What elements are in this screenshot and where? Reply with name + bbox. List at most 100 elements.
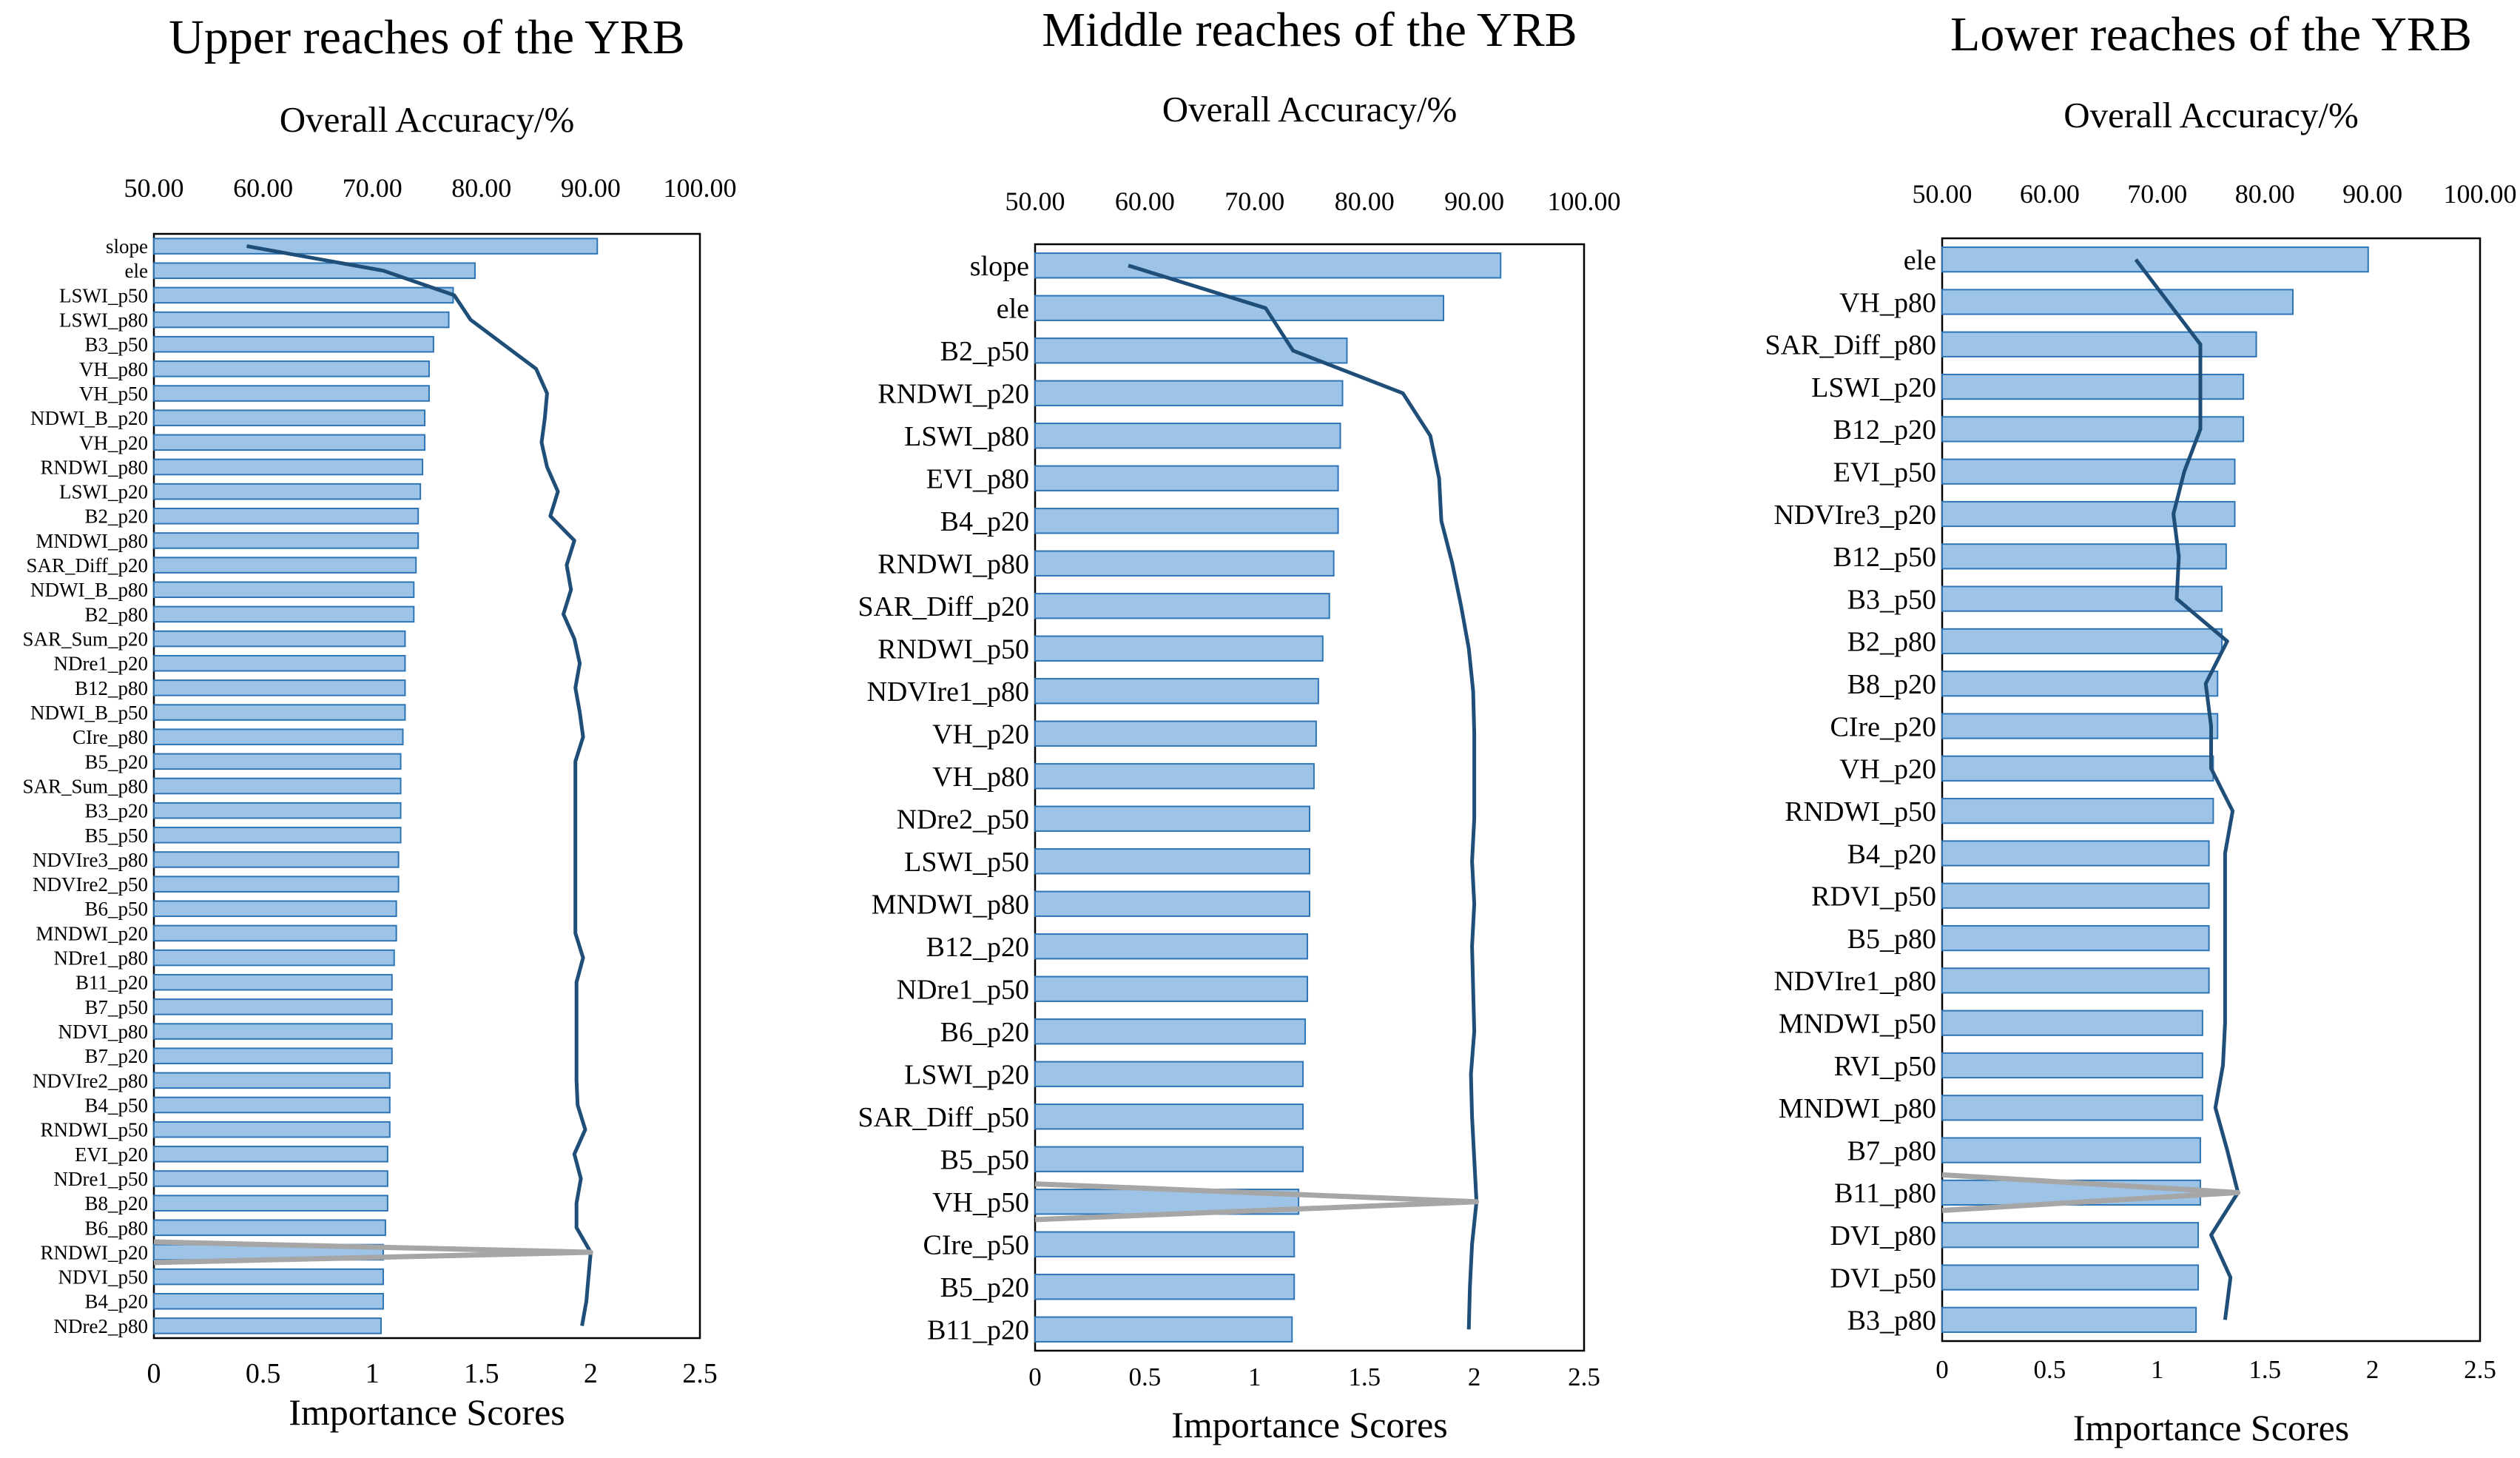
lower-category-label: NDVIre1_p80 bbox=[1773, 966, 1936, 997]
lower-category-label: B12_p50 bbox=[1833, 542, 1936, 573]
upper-category-label: NDre1_p80 bbox=[54, 947, 148, 970]
lower-panel: Lower reaches of the YRB Overall Accuracy… bbox=[1765, 7, 2516, 1448]
lower-bar bbox=[1941, 543, 2227, 570]
middle-bar bbox=[1034, 337, 1348, 364]
upper-category-label: B4_p20 bbox=[84, 1291, 148, 1313]
middle-x-tick-label: 2 bbox=[1468, 1363, 1481, 1391]
lower-bar bbox=[1941, 1306, 2197, 1333]
middle-bar bbox=[1034, 678, 1319, 705]
lower-x-tick-label: 2 bbox=[2366, 1355, 2379, 1384]
lower-category-label: RNDWI_p50 bbox=[1785, 796, 1936, 827]
middle-panel: Middle reaches of the YRB Overall Accurac… bbox=[858, 3, 1620, 1445]
middle-highlight-marker bbox=[1034, 1181, 1480, 1223]
upper-bar bbox=[153, 335, 434, 353]
middle-bar bbox=[1034, 720, 1317, 747]
upper-highlight-marker bbox=[153, 1239, 593, 1266]
middle-bar bbox=[1034, 763, 1315, 790]
middle-x-tick-label: 1 bbox=[1248, 1363, 1261, 1391]
upper-bar bbox=[153, 704, 406, 721]
upper-x-tick-label: 2.5 bbox=[682, 1358, 718, 1389]
upper-category-label: B11_p20 bbox=[75, 972, 148, 994]
upper-bar bbox=[153, 508, 420, 525]
lower-category-label: B3_p80 bbox=[1847, 1306, 1936, 1337]
lower-x-tick-label: 1 bbox=[2151, 1355, 2164, 1384]
middle-bar bbox=[1034, 593, 1330, 619]
upper-category-label: B4_p50 bbox=[84, 1094, 148, 1116]
upper-bar bbox=[153, 458, 424, 476]
lower-category-label: B2_p80 bbox=[1847, 627, 1936, 658]
upper-category-label: SAR_Sum_p20 bbox=[22, 628, 148, 651]
lower-category-label: NDVIre3_p20 bbox=[1773, 500, 1936, 531]
middle-bar bbox=[1034, 933, 1309, 960]
middle-top-tick-label: 90.00 bbox=[1444, 187, 1504, 216]
lower-x-tick-label: 2.5 bbox=[2464, 1355, 2496, 1384]
middle-top-tick-label: 60.00 bbox=[1115, 187, 1175, 216]
upper-category-label: SAR_Diff_p20 bbox=[26, 554, 148, 577]
lower-plot-frame bbox=[1941, 237, 2482, 1343]
lower-top-tick-label: 70.00 bbox=[2127, 179, 2187, 209]
middle-category-label: VH_p50 bbox=[932, 1187, 1029, 1218]
middle-bar bbox=[1034, 1146, 1304, 1172]
upper-bar bbox=[153, 581, 415, 599]
upper-category-label: RNDWI_p80 bbox=[41, 456, 148, 478]
middle-category-label: EVI_p80 bbox=[926, 464, 1029, 495]
lower-category-label: CIre_p20 bbox=[1830, 711, 1936, 742]
upper-category-label: B6_p50 bbox=[84, 898, 148, 920]
upper-top-tick-label: 50.00 bbox=[124, 173, 184, 203]
middle-category-label: B5_p50 bbox=[940, 1145, 1029, 1176]
upper-category-label: SAR_Sum_p80 bbox=[22, 775, 148, 797]
upper-bar bbox=[153, 286, 454, 304]
upper-bar bbox=[153, 973, 393, 991]
lower-category-label: DVI_p80 bbox=[1830, 1220, 1936, 1252]
upper-bar bbox=[153, 753, 402, 770]
upper-top-tick-label: 70.00 bbox=[343, 173, 402, 203]
middle-bar bbox=[1034, 465, 1339, 491]
middle-accuracy-line bbox=[1128, 263, 1479, 1330]
upper-top-tick-label: 80.00 bbox=[451, 173, 511, 203]
lower-top-tick-label: 80.00 bbox=[2235, 179, 2295, 209]
middle-top-axis-label: Overall Accuracy/% bbox=[1162, 89, 1458, 130]
upper-category-label: NDVIre3_p80 bbox=[33, 849, 148, 871]
upper-category-label: VH_p50 bbox=[79, 383, 148, 405]
upper-bar bbox=[153, 360, 430, 377]
upper-category-label: B2_p20 bbox=[84, 505, 148, 528]
middle-plot-frame bbox=[1034, 243, 1586, 1352]
upper-bar bbox=[153, 1317, 383, 1334]
upper-top-tick-label: 90.00 bbox=[561, 173, 621, 203]
middle-bar bbox=[1034, 380, 1344, 406]
upper-bar bbox=[153, 654, 406, 672]
middle-x-tick-label: 2.5 bbox=[1568, 1363, 1600, 1391]
middle-category-label: SAR_Diff_p50 bbox=[858, 1102, 1029, 1133]
middle-category-label: SAR_Diff_p20 bbox=[858, 591, 1029, 622]
upper-category-label: RNDWI_p50 bbox=[41, 1119, 148, 1141]
lower-category-label: VH_p80 bbox=[1839, 287, 1936, 318]
upper-category-label: B6_p80 bbox=[84, 1217, 148, 1239]
upper-category-label: NDWI_B_p20 bbox=[30, 407, 148, 429]
upper-top-axis-label: Overall Accuracy/% bbox=[280, 99, 575, 140]
upper-bar bbox=[153, 876, 400, 893]
upper-category-label: slope bbox=[106, 235, 148, 258]
upper-category-label: B5_p50 bbox=[84, 824, 148, 847]
lower-x-tick-label: 0.5 bbox=[2034, 1355, 2066, 1384]
lower-category-label: B12_p20 bbox=[1833, 414, 1936, 446]
middle-category-label: B4_p20 bbox=[940, 506, 1029, 537]
middle-top-tick-label: 50.00 bbox=[1005, 187, 1065, 216]
lower-category-label: B11_p80 bbox=[1834, 1178, 1936, 1209]
upper-bar bbox=[153, 262, 476, 280]
upper-chart-title: Upper reaches of the YRB bbox=[169, 10, 685, 64]
middle-bar bbox=[1034, 1316, 1293, 1343]
lower-bar bbox=[1941, 1264, 2200, 1291]
upper-bar bbox=[153, 777, 402, 795]
upper-bar bbox=[153, 1268, 384, 1286]
lower-top-tick-label: 90.00 bbox=[2342, 179, 2402, 209]
upper-top-tick-label: 60.00 bbox=[233, 173, 293, 203]
upper-category-label: B8_p20 bbox=[84, 1192, 148, 1215]
upper-category-label: NDVIre2_p80 bbox=[33, 1069, 148, 1092]
upper-category-label: NDWI_B_p50 bbox=[30, 702, 148, 724]
lower-bar bbox=[1941, 246, 2369, 273]
lower-category-label: B5_p80 bbox=[1847, 924, 1936, 955]
upper-category-label: NDre2_p80 bbox=[54, 1315, 148, 1337]
upper-panel: Upper reaches of the YRB Overall Accuracy… bbox=[22, 10, 736, 1433]
lower-category-label: SAR_Diff_p80 bbox=[1765, 330, 1936, 361]
middle-category-label: ele bbox=[997, 294, 1029, 325]
